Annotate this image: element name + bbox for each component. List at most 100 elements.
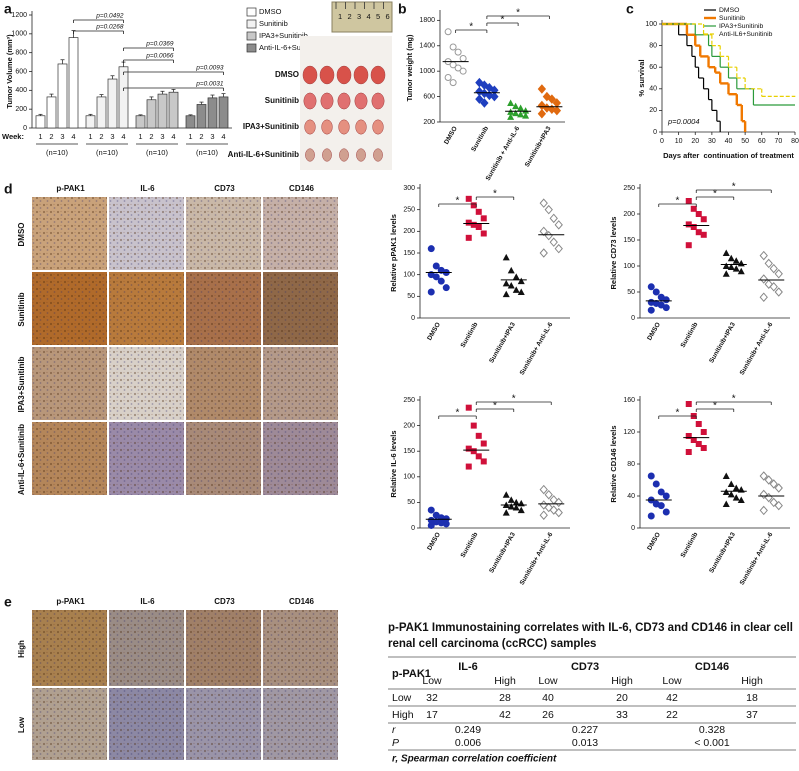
column-label: p-PAK1 <box>56 184 85 193</box>
data-point <box>544 489 553 500</box>
data-point <box>459 67 467 75</box>
legend-label: Anti-IL-6+Sunitinib <box>259 43 321 52</box>
table-cell: 42 <box>666 692 678 704</box>
tumor <box>320 92 334 110</box>
tumor <box>305 148 315 162</box>
column-label: p-PAK1 <box>56 597 85 606</box>
y-tick-label: 160 <box>623 397 635 404</box>
data-point <box>480 230 487 237</box>
panel-label: c <box>626 1 634 17</box>
bar <box>118 66 129 129</box>
data-point <box>512 498 520 506</box>
data-point <box>662 492 670 500</box>
data-point <box>769 497 778 508</box>
tumor <box>319 65 335 85</box>
y-tick-label: 50 <box>407 293 415 300</box>
p-value: p=0.0004 <box>667 117 700 126</box>
x-tick-label: Sunitinib+IPA3 <box>488 531 517 574</box>
data-point <box>727 263 735 271</box>
data-point <box>444 74 452 82</box>
data-point <box>554 507 563 518</box>
legend-label: DMSO <box>259 7 282 16</box>
bar <box>218 96 229 129</box>
data-point <box>512 102 520 110</box>
legend-swatch <box>246 43 257 53</box>
y-tick-label: 100 <box>403 474 415 481</box>
table-cell: 28 <box>499 692 511 704</box>
data-point <box>769 479 778 489</box>
ihc-texture <box>186 610 261 686</box>
data-point <box>722 500 730 507</box>
ihc-texture <box>263 422 338 495</box>
ihc-texture <box>263 610 338 686</box>
legend-label: Sunitinib <box>259 19 288 28</box>
panel-label: e <box>4 594 12 610</box>
legend-swatch <box>246 7 257 17</box>
data-point <box>652 480 660 488</box>
data-point <box>465 404 472 411</box>
y-tick-label: 0 <box>411 525 415 532</box>
y-tick-label: 120 <box>623 429 635 436</box>
data-point <box>507 496 515 503</box>
data-point <box>647 306 655 314</box>
table-subheader: High <box>611 675 633 687</box>
x-axis-title: Week: <box>2 132 24 141</box>
data-point <box>662 304 670 312</box>
legend-label: DMSO <box>719 7 739 14</box>
ihc-texture <box>32 347 107 420</box>
ihc-texture <box>109 610 184 686</box>
p-value: p=0.0268 <box>95 24 124 31</box>
significance-star: * <box>456 408 460 419</box>
data-point <box>427 245 435 253</box>
table-row-label: High <box>392 709 414 721</box>
x-tick-label: Sunitinib+ Anti-IL-6 <box>519 321 555 376</box>
tumor <box>338 119 350 135</box>
significance-star: * <box>713 401 717 412</box>
data-point <box>502 253 510 261</box>
y-tick-label: 0 <box>653 129 657 136</box>
y-tick-label: 150 <box>403 448 415 455</box>
data-point <box>690 437 697 443</box>
column-label: CD146 <box>289 597 314 606</box>
data-point <box>732 257 740 264</box>
x-tick-label: 2 <box>149 132 153 141</box>
data-point <box>475 94 484 104</box>
row-label: Anti-IL-6+Sunitinib <box>17 424 26 495</box>
x-tick-label: Sunitinib+IPA3 <box>708 321 737 364</box>
y-axis-title: Relative CD146 levels <box>609 425 618 502</box>
x-tick-label: 3 <box>110 132 114 141</box>
x-tick-label: Sunitinib <box>470 125 490 153</box>
data-point <box>759 250 768 261</box>
data-point <box>722 270 730 277</box>
data-point <box>517 288 525 295</box>
significance-star: * <box>456 196 460 207</box>
data-point <box>700 445 707 451</box>
x-tick-label: DMSO <box>646 531 662 551</box>
x-tick-label: Sunitinib <box>460 531 480 559</box>
x-tick-label: 1 <box>38 132 42 141</box>
ruler-number: 6 <box>386 12 390 21</box>
data-point <box>507 502 515 510</box>
data-point <box>722 262 730 269</box>
y-tick-label: 200 <box>623 211 635 218</box>
data-point <box>722 249 730 256</box>
x-tick-label: 30 <box>708 138 716 145</box>
significance-star: * <box>676 196 680 207</box>
p-value: p=0.0031 <box>195 81 224 88</box>
y-tick-label: 200 <box>403 228 415 235</box>
column-label: CD73 <box>214 597 235 606</box>
data-point <box>475 432 482 439</box>
x-tick-label: 3 <box>210 132 214 141</box>
y-tick-label: 40 <box>649 86 657 93</box>
data-point <box>769 282 778 292</box>
data-point <box>685 449 692 455</box>
ihc-texture <box>263 688 338 760</box>
tumor <box>304 119 316 135</box>
data-point <box>432 273 440 281</box>
data-point <box>465 195 472 202</box>
bar <box>207 97 218 129</box>
tumor <box>371 92 385 110</box>
data-point <box>732 494 740 501</box>
data-point <box>507 282 515 289</box>
x-axis-title: Days after continuation of treatment <box>663 151 794 160</box>
